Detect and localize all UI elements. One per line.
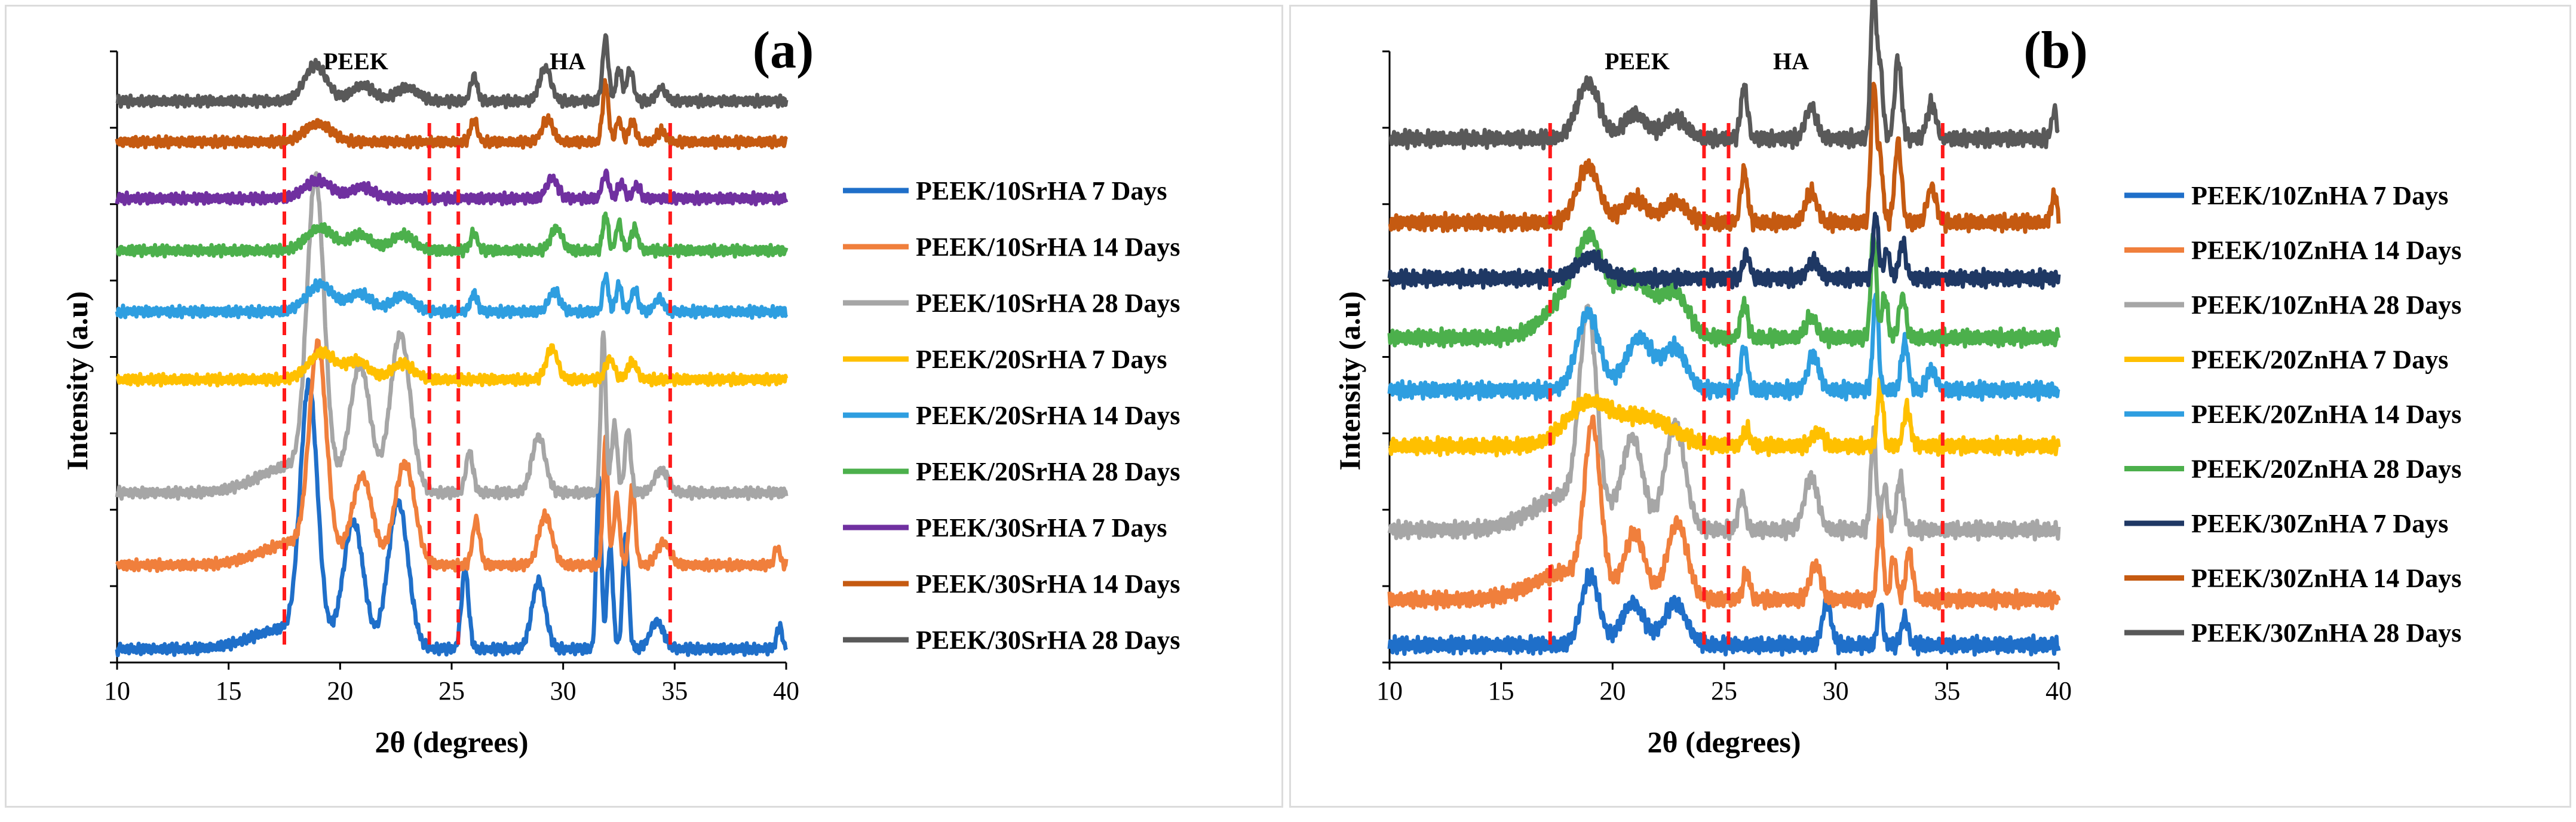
legend-label-a-7: PEEK/30SrHA 7 Days [916,513,1167,542]
chart-panel-a: 10 15 20 25 30 35 40 2θ (degrees) Intensity (a.u… [5,5,1283,808]
legend-label-a-4: PEEK/20SrHA 7 Days [916,345,1167,374]
x-tick-label-b: 30 [1823,676,1849,706]
y-axis-title-a: Intensity (a.u) [60,291,94,470]
legend-label-a-8: PEEK/30SrHA 14 Days [916,569,1180,599]
series-line-a-9 [115,33,789,110]
region-label-a: PEEK [323,48,388,75]
chart-panel-b: 10 15 20 25 30 35 40 2θ (degrees) Intensity (a.u… [1289,0,2571,808]
series-line-b-4 [1388,377,2061,458]
chart-a-svg: 10 15 20 25 30 35 40 2θ (degrees) Intensity (a.u… [60,22,1180,759]
series-line-b-1 [1387,567,2061,657]
series-line-b-9 [1388,0,2060,151]
x-tick-label-b: 20 [1599,676,1626,706]
x-tick-label-a: 30 [550,676,576,706]
series-line-a-2 [115,338,789,573]
series-line-a-1 [115,377,789,658]
series-line-b-5 [1387,292,2060,402]
series-line-b-2 [1387,414,2061,611]
series-line-a-5 [115,271,789,320]
legend-label-a-3: PEEK/10SrHA 28 Days [916,289,1180,318]
x-tick-label-a: 20 [327,676,353,706]
legend-label-b-6: PEEK/20ZnHA 28 Days [2191,455,2461,484]
x-axis-title-a: 2θ (degrees) [375,725,528,759]
x-tick-label-b: 25 [1711,676,1737,706]
series-line-b-3 [1387,303,2061,542]
region-label-b: PEEK [1605,48,1670,75]
legend-label-b-8: PEEK/30ZnHA 14 Days [2191,564,2461,593]
region-label-b: HA [1773,48,1809,75]
legend-label-b-1: PEEK/10ZnHA 7 Days [2191,181,2448,210]
series-line-a-6 [115,211,789,259]
x-tick-label-b: 10 [1376,676,1403,706]
y-axis-title-b: Intensity (a.u) [1333,291,1366,470]
x-tick-label-b: 35 [1934,676,1960,706]
legend-label-b-5: PEEK/20ZnHA 14 Days [2191,400,2461,429]
panel-label-b: (b) [2023,22,2088,79]
series-line-a-3 [115,171,789,501]
series-line-a-4 [115,343,789,388]
legend-label-b-3: PEEK/10ZnHA 28 Days [2191,290,2461,320]
legend-label-a-5: PEEK/20SrHA 14 Days [916,401,1180,430]
legend-label-b-4: PEEK/20ZnHA 7 Days [2191,345,2448,375]
region-label-a: HA [550,48,585,75]
series-line-a-8 [115,78,789,151]
x-tick-label-b: 40 [2046,676,2072,706]
legend-label-b-9: PEEK/30ZnHA 28 Days [2191,618,2461,648]
x-tick-label-a: 40 [773,676,799,706]
series-line-b-8 [1388,81,2061,234]
panel-label-a: (a) [753,22,814,79]
x-tick-label-b: 15 [1488,676,1514,706]
legend-label-a-9: PEEK/30SrHA 28 Days [916,625,1180,655]
series-line-a-7 [115,168,789,207]
chart-b-svg: 10 15 20 25 30 35 40 2θ (degrees) Intensity (a.u… [1333,0,2461,759]
legend-label-b-7: PEEK/30ZnHA 7 Days [2191,509,2448,538]
legend-label-b-2: PEEK/10ZnHA 14 Days [2191,236,2461,265]
legend-label-a-6: PEEK/20SrHA 28 Days [916,457,1180,486]
x-tick-label-a: 25 [438,676,465,706]
legend-label-a-2: PEEK/10SrHA 14 Days [916,232,1180,262]
legend-label-a-1: PEEK/10SrHA 7 Days [916,176,1167,205]
x-tick-label-a: 15 [216,676,242,706]
series-line-b-6 [1387,226,2061,349]
x-axis-title-b: 2θ (degrees) [1647,725,1801,759]
series-line-b-7 [1387,211,2061,290]
x-tick-label-a: 35 [661,676,688,706]
x-tick-label-a: 10 [104,676,130,706]
